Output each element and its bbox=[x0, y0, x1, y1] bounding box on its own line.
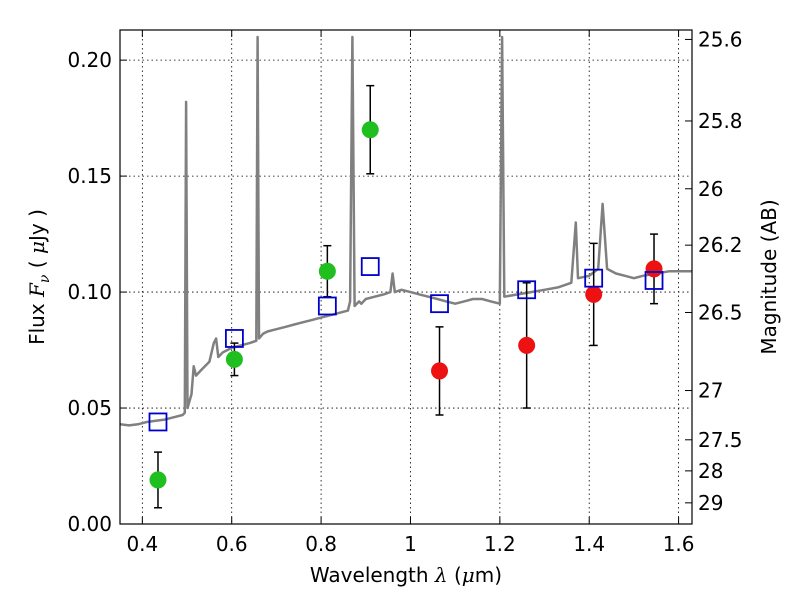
y-axis-label: Flux Fν ( μJy ) bbox=[25, 209, 53, 345]
x-tick-label: 1.6 bbox=[663, 532, 695, 556]
model-square bbox=[517, 280, 537, 300]
mag-tick-label: 25.6 bbox=[698, 27, 743, 51]
axis-ticks: 0.4 0.6 0.8 1 1.2 1.4 1.6 0.00 0.05 0.10 0.15 0.20 2… bbox=[67, 27, 742, 556]
model-square bbox=[584, 268, 604, 288]
y2-axis-label: Magnitude (AB) bbox=[757, 199, 781, 354]
mag-tick-label: 29 bbox=[698, 491, 723, 515]
red-point bbox=[431, 362, 449, 380]
green-point bbox=[318, 262, 336, 280]
mag-tick-label: 26.2 bbox=[698, 233, 743, 257]
plot-frame bbox=[119, 29, 693, 525]
model-square bbox=[224, 329, 244, 348]
y-tick-label: 0.15 bbox=[67, 164, 112, 188]
spectrum-line bbox=[120, 35, 692, 427]
model-square bbox=[317, 296, 337, 316]
model-square bbox=[360, 257, 380, 276]
y-tick-label: 0.10 bbox=[67, 280, 112, 304]
mag-tick-label: 27 bbox=[698, 379, 723, 403]
x-tick-label: 0.6 bbox=[216, 532, 248, 556]
x-tick-label: 1.4 bbox=[573, 532, 605, 556]
x-tick-label: 1.2 bbox=[484, 532, 516, 556]
red-point bbox=[645, 260, 663, 278]
mag-tick-label: 27.5 bbox=[698, 428, 743, 452]
model-square bbox=[148, 412, 168, 432]
red-point bbox=[585, 285, 603, 303]
model-square bbox=[644, 271, 664, 290]
mag-tick-label: 28 bbox=[698, 459, 723, 483]
spectrum-layer bbox=[120, 35, 692, 427]
mag-tick-label: 25.8 bbox=[698, 109, 743, 133]
data-points bbox=[149, 121, 663, 489]
error-bars bbox=[153, 84, 659, 509]
green-point bbox=[361, 121, 379, 139]
x-tick-label: 0.4 bbox=[126, 532, 158, 556]
red-point bbox=[518, 336, 536, 354]
mag-tick-label: 26 bbox=[698, 177, 723, 201]
x-axis-label: Wavelength λ (μm) bbox=[310, 563, 502, 587]
x-tick-label: 1 bbox=[404, 532, 417, 556]
mag-tick-label: 26.5 bbox=[698, 300, 743, 324]
y-tick-label: 0.00 bbox=[67, 512, 112, 536]
y-tick-label: 0.20 bbox=[67, 48, 112, 72]
model-squares bbox=[148, 257, 664, 432]
green-point bbox=[149, 471, 167, 489]
green-point bbox=[225, 350, 243, 368]
y-tick-label: 0.05 bbox=[67, 396, 112, 420]
x-tick-label: 0.8 bbox=[305, 532, 337, 556]
model-square bbox=[430, 294, 449, 314]
grid-lines bbox=[120, 30, 692, 525]
